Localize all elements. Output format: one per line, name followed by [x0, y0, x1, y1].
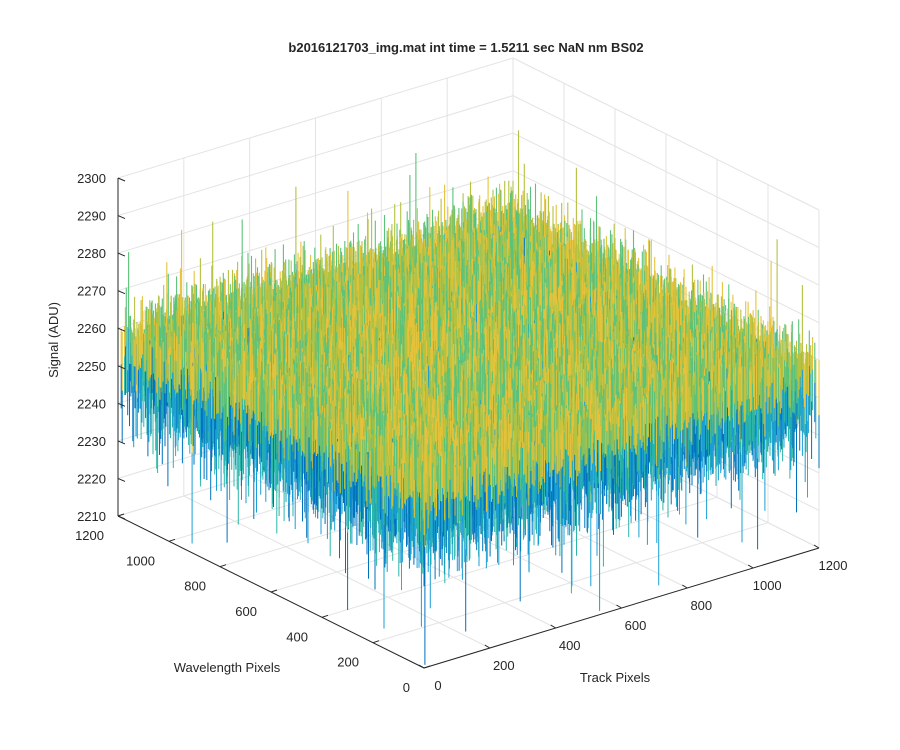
surface-mesh: [117, 130, 820, 665]
wall-grid-line: [512, 57, 820, 211]
wall-grid-line: [117, 57, 514, 179]
floor-grid-line: [372, 522, 769, 644]
chart-title: b2016121703_img.mat int time = 1.5211 se…: [288, 40, 643, 55]
wall-grid-line: [512, 95, 820, 249]
wall-grid-line: [512, 170, 820, 324]
floor-grid-line: [321, 496, 718, 618]
wall-grid-line: [117, 95, 514, 217]
wall-grid-line: [512, 132, 820, 286]
wall-grid-line: [117, 170, 514, 292]
wall-grid-line: [117, 132, 514, 254]
